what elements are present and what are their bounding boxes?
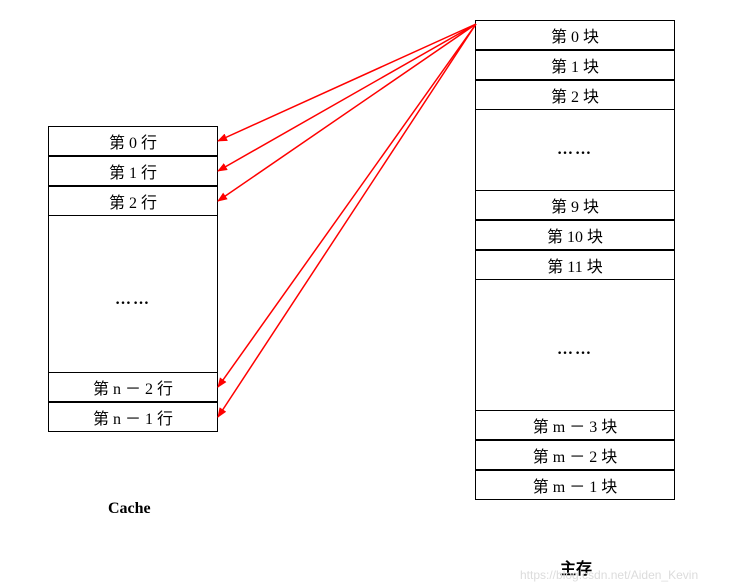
cache-label: Cache <box>108 500 151 518</box>
memory-row-label: 第 m － 1 块 <box>533 473 617 497</box>
cache-row: 第 n － 1 行 <box>48 402 218 432</box>
cache-row: 第 2 行 <box>48 186 218 216</box>
memory-row: 第 9 块 <box>475 190 675 220</box>
cache-row: 第 1 行 <box>48 156 218 186</box>
memory-row: 第 m － 1 块 <box>475 470 675 500</box>
cache-row-label: 第 1 行 <box>109 159 157 183</box>
watermark: https://blog.csdn.net/Aiden_Kevin <box>520 568 698 582</box>
ellipsis-text: …… <box>115 291 151 309</box>
cache-label-text: Cache <box>108 500 151 517</box>
arrow-line <box>218 24 476 171</box>
cache-ellipsis: …… <box>48 290 218 310</box>
memory-row: 第 0 块 <box>475 20 675 50</box>
arrow-line <box>218 24 476 387</box>
memory-row-label: 第 11 块 <box>547 253 602 277</box>
memory-ellipsis: …… <box>475 140 675 160</box>
memory-row-label: 第 2 块 <box>551 83 599 107</box>
cache-row: 第 n － 2 行 <box>48 372 218 402</box>
memory-ellipsis: …… <box>475 340 675 360</box>
ellipsis-text: …… <box>557 341 593 359</box>
ellipsis-text: …… <box>557 141 593 159</box>
memory-row-label: 第 10 块 <box>547 223 603 247</box>
arrow-line <box>218 24 476 201</box>
cache-row-label: 第 2 行 <box>109 189 157 213</box>
memory-row-label: 第 1 块 <box>551 53 599 77</box>
arrow-line <box>218 24 476 417</box>
arrow-line <box>218 24 476 141</box>
memory-row: 第 m － 2 块 <box>475 440 675 470</box>
memory-row: 第 1 块 <box>475 50 675 80</box>
memory-row-label: 第 0 块 <box>551 23 599 47</box>
cache-row-label: 第 0 行 <box>109 129 157 153</box>
memory-row: 第 m － 3 块 <box>475 410 675 440</box>
cache-row: 第 0 行 <box>48 126 218 156</box>
memory-row: 第 11 块 <box>475 250 675 280</box>
memory-row-label: 第 m － 3 块 <box>533 413 617 437</box>
memory-row: 第 10 块 <box>475 220 675 250</box>
memory-row-label: 第 m － 2 块 <box>533 443 617 467</box>
cache-row-label: 第 n － 2 行 <box>93 375 173 399</box>
watermark-text: https://blog.csdn.net/Aiden_Kevin <box>520 568 698 582</box>
memory-row-label: 第 9 块 <box>551 193 599 217</box>
cache-row-label: 第 n － 1 行 <box>93 405 173 429</box>
memory-row: 第 2 块 <box>475 80 675 110</box>
